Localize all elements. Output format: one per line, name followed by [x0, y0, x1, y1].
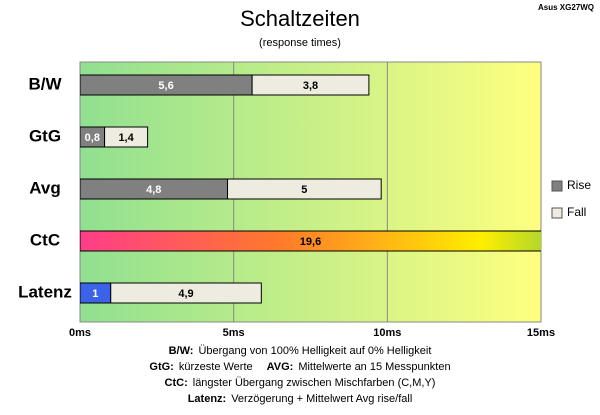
value-label: 1 — [92, 288, 98, 300]
legend-label: Rise — [567, 178, 591, 192]
note-term: CtC: — [165, 377, 188, 389]
note-term: GtG: — [149, 361, 173, 373]
value-label: 1,4 — [118, 132, 134, 144]
x-tick-label: 10ms — [373, 327, 401, 339]
bar — [227, 178, 382, 200]
category-label: Avg — [29, 178, 61, 197]
legend-swatch — [551, 180, 563, 192]
value-label: 5 — [301, 184, 307, 196]
note-term: AVG: — [267, 361, 294, 373]
note: Latenz: Verzögerung + Mittelwert Avg rise… — [188, 393, 413, 405]
bar — [104, 126, 149, 148]
note: CtC: längster Übergang zwischen Mischfarb… — [165, 377, 436, 389]
x-tick-label: 15ms — [527, 327, 555, 339]
x-tick-label: 0ms — [69, 327, 91, 339]
value-label: 0,8 — [85, 132, 100, 144]
x-tick-label: 5ms — [223, 327, 245, 339]
bar — [110, 282, 262, 304]
note: B/W: Übergang von 100% Helligkeit auf 0% … — [169, 345, 432, 357]
note-text: Mittelwerte an 15 Messpunkten — [298, 361, 450, 373]
corner-label: Asus XG27WQ — [538, 3, 594, 12]
legend-swatch — [551, 207, 563, 219]
note-text: kürzeste Werte — [179, 361, 253, 373]
note-term: B/W: — [169, 345, 194, 357]
note: GtG: kürzeste Werte AVG: Mittelwerte an 15 … — [149, 361, 450, 373]
legend-label: Fall — [567, 205, 586, 219]
value-label: 3,8 — [303, 80, 318, 92]
note-term: Latenz: — [188, 393, 227, 405]
note-text: Verzögerung + Mittelwert Avg rise/fall — [231, 393, 412, 405]
category-label: GtG — [29, 126, 61, 145]
note-text: Übergang von 100% Helligkeit auf 0% Hell… — [198, 345, 431, 357]
category-label: B/W — [28, 74, 62, 93]
value-label: 19,6 — [300, 236, 321, 248]
bars — [80, 74, 541, 304]
category-label: CtC — [30, 230, 60, 249]
value-label: 5,6 — [158, 80, 173, 92]
note-text: längster Übergang zwischen Mischfarben (… — [193, 377, 436, 389]
bar — [251, 74, 370, 96]
chart-title: Schaltzeiten — [240, 6, 360, 31]
bar — [80, 230, 541, 252]
chart-subtitle: (response times) — [259, 37, 341, 49]
value-label: 4,8 — [146, 184, 161, 196]
value-label: 4,9 — [178, 288, 193, 300]
category-label: Latenz — [18, 282, 72, 301]
